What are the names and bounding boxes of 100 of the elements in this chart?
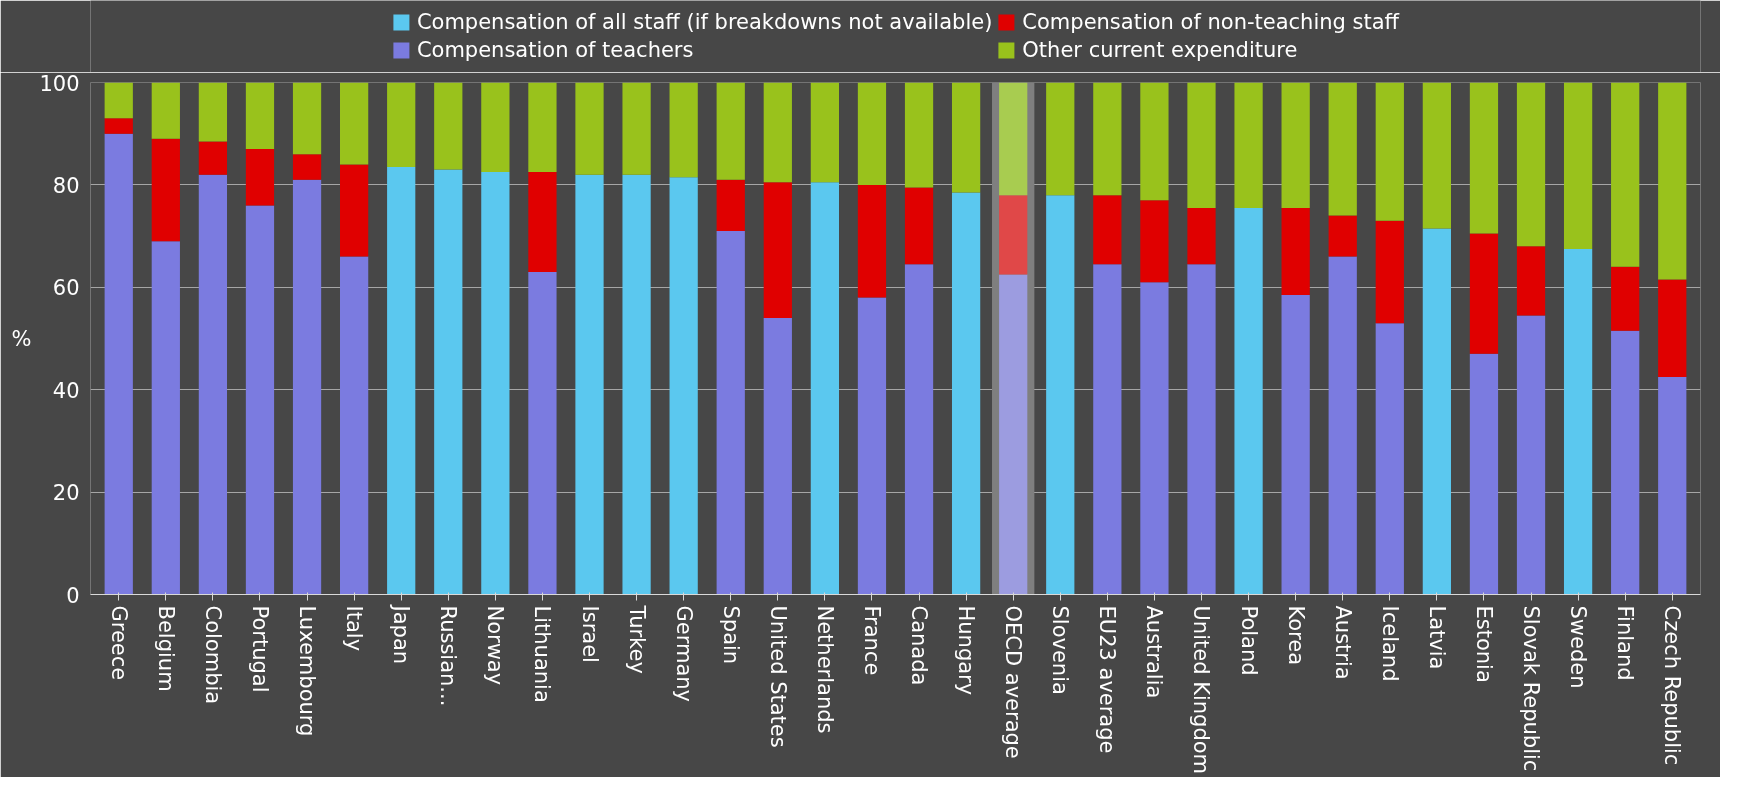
bar [1469, 82, 1499, 234]
bar [1469, 233, 1499, 354]
bar [1281, 82, 1310, 208]
x-tick-label: Belgium [153, 605, 178, 692]
x-tick-label: Canada [907, 605, 932, 686]
bar [575, 82, 604, 175]
bar [198, 82, 228, 142]
bar [716, 230, 745, 595]
y-axis-title: % [11, 326, 32, 351]
bar [1281, 294, 1310, 595]
bar [528, 172, 557, 272]
x-tick-label: Czech Republic [1660, 605, 1685, 766]
bar [857, 297, 887, 595]
x-tick-label: Latvia [1424, 605, 1449, 670]
bar [1375, 323, 1404, 595]
bar [857, 82, 887, 185]
x-tick-label: EU23 average [1095, 605, 1120, 754]
x-tick-label: Korea [1283, 605, 1308, 666]
bar [1375, 220, 1404, 324]
bar [340, 82, 369, 165]
x-tick-label: France [859, 605, 884, 676]
bar [151, 241, 180, 595]
bar [198, 141, 228, 175]
x-tick-label: Italy [342, 605, 367, 652]
y-tick-label: 80 [52, 173, 80, 198]
bar [1611, 266, 1640, 331]
x-tick-label: Portugal [247, 605, 272, 693]
bar [810, 82, 840, 183]
bar [387, 166, 416, 595]
x-tick-label: Turkey [624, 604, 649, 674]
bar [904, 264, 934, 595]
bar [434, 82, 463, 170]
bar [245, 205, 275, 595]
bar [1093, 82, 1122, 196]
x-tick-label: Australia [1142, 605, 1167, 699]
bar [951, 192, 981, 595]
bar [1516, 246, 1546, 316]
bar [622, 174, 651, 595]
bar [999, 195, 1028, 275]
x-tick-label: Slovak Republic [1519, 605, 1544, 772]
bar [1516, 315, 1546, 595]
bar [340, 164, 369, 257]
bar [999, 274, 1028, 595]
bar [387, 82, 416, 167]
bar [1611, 82, 1640, 267]
bar [1658, 376, 1687, 595]
bar [1281, 207, 1310, 295]
bar [292, 179, 322, 595]
bar [904, 82, 934, 188]
x-tick-label: Poland [1236, 605, 1261, 676]
bar [151, 138, 180, 242]
bar [1046, 195, 1075, 595]
bar [951, 82, 981, 193]
bar [1375, 82, 1404, 221]
bar [292, 154, 322, 180]
x-tick-label: Spain [718, 605, 743, 665]
bar [481, 172, 510, 595]
bar [1234, 82, 1263, 208]
bar [763, 318, 792, 595]
bar [1563, 82, 1593, 249]
bar [151, 82, 180, 139]
bar [528, 82, 557, 173]
x-tick-label: Lithuania [530, 605, 555, 703]
bar [1234, 207, 1263, 595]
bar [1328, 82, 1357, 216]
legend-label: Compensation of non-teaching staff [1022, 10, 1400, 34]
y-tick-label: 40 [52, 378, 80, 403]
x-tick-label: Slovenia [1048, 605, 1073, 695]
bar [763, 82, 792, 183]
bar [1093, 264, 1122, 595]
x-tick-label: United Kingdom [1189, 605, 1214, 775]
bar [1611, 330, 1640, 595]
x-tick-label: Sweden [1566, 605, 1591, 689]
x-tick-label: Austria [1330, 605, 1355, 680]
bar [1140, 200, 1169, 283]
x-tick-label: Luxembourg [295, 605, 320, 737]
bar [857, 184, 887, 298]
bar [245, 82, 275, 150]
x-tick-label: Estonia [1471, 605, 1496, 683]
x-tick-label: Russian... [436, 605, 461, 707]
bar [434, 169, 463, 595]
bar [245, 149, 275, 206]
x-tick-label: Israel [577, 605, 602, 663]
bar [1187, 264, 1216, 595]
bar [198, 174, 228, 595]
bar [669, 177, 698, 595]
bar [716, 82, 745, 180]
y-tick-label: 100 [39, 71, 80, 96]
bar [104, 118, 133, 134]
bar [1140, 82, 1169, 201]
bar [1328, 215, 1357, 257]
y-tick-label: 20 [52, 481, 80, 506]
x-tick-label: Netherlands [812, 605, 837, 734]
legend-label: Compensation of teachers [416, 38, 694, 62]
bar [1563, 248, 1593, 595]
x-tick-label: Hungary [954, 605, 979, 696]
bar [810, 182, 840, 595]
y-tick-label: 0 [66, 583, 80, 608]
bar [481, 82, 510, 173]
bar [1422, 228, 1451, 595]
